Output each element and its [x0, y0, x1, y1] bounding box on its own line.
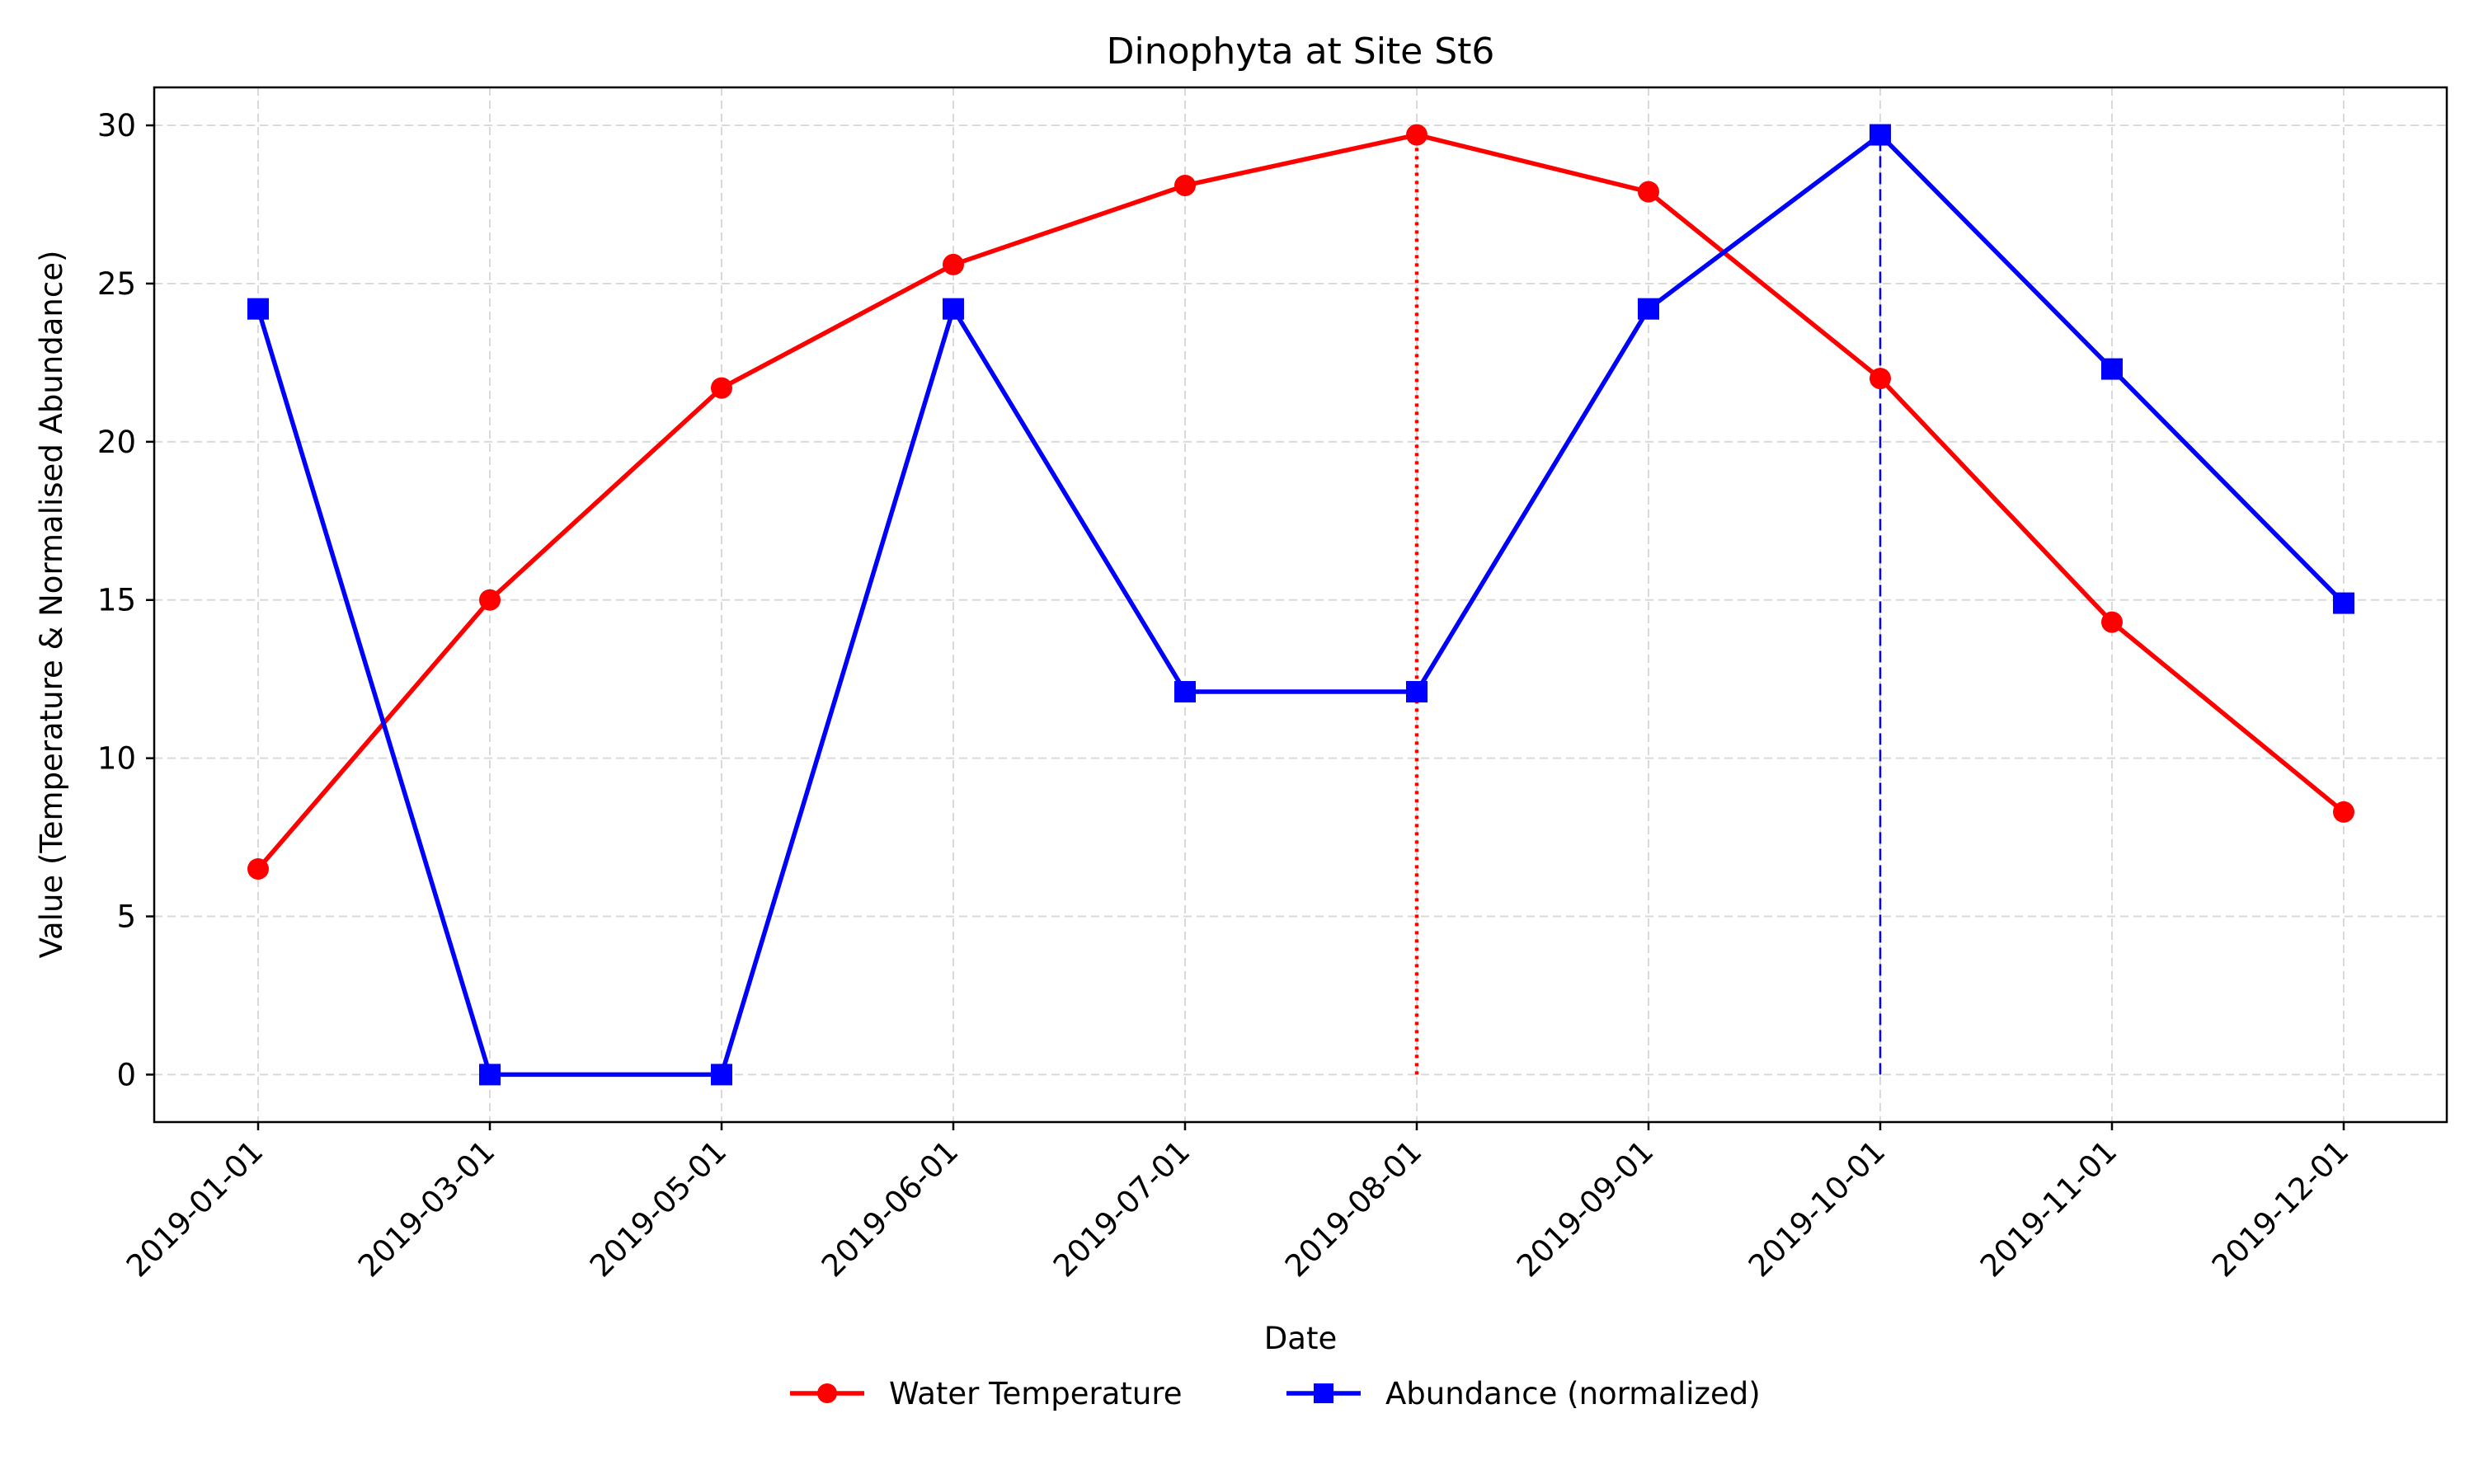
- y-tick-label-15: 15: [97, 583, 136, 618]
- data-point-water-temperature-2019-08-01: [1406, 124, 1427, 146]
- legend-marker-abundance-normalized: [1314, 1383, 1333, 1403]
- series-water-temperature: [247, 124, 2354, 880]
- data-point-water-temperature-2019-12-01: [2333, 801, 2354, 823]
- chart-title: Dinophyta at Site St6: [1107, 31, 1495, 73]
- data-point-water-temperature-2019-07-01: [1174, 174, 1196, 196]
- legend-item-abundance-normalized: Abundance (normalized): [1286, 1376, 1761, 1411]
- legend-marker-water-temperature: [817, 1383, 837, 1403]
- data-point-water-temperature-2019-06-01: [943, 253, 964, 275]
- legend-label-abundance-normalized: Abundance (normalized): [1385, 1376, 1761, 1411]
- y-tick-label-25: 25: [97, 266, 136, 302]
- data-point-water-temperature-2019-05-01: [711, 377, 732, 399]
- data-point-water-temperature-2019-09-01: [1638, 181, 1659, 203]
- data-point-abundance-normalized-2019-12-01: [2333, 592, 2354, 614]
- data-point-water-temperature-2019-01-01: [247, 857, 269, 880]
- y-tick-label-10: 10: [97, 741, 136, 777]
- data-point-abundance-normalized-2019-07-01: [1174, 681, 1196, 703]
- data-point-abundance-normalized-2019-10-01: [1870, 124, 1891, 146]
- data-point-water-temperature-2019-11-01: [2101, 611, 2123, 633]
- plot-area-frame: [153, 86, 2448, 1124]
- data-point-abundance-normalized-2019-03-01: [479, 1064, 501, 1086]
- legend: Water Temperature Abundance (normalized): [790, 1376, 1761, 1411]
- series-layer: [247, 124, 2354, 1086]
- y-tick-label-20: 20: [97, 425, 136, 460]
- data-point-abundance-normalized-2019-09-01: [1638, 298, 1659, 320]
- y-axis-label: Value (Temperature & Normalised Abundanc…: [34, 251, 69, 959]
- legend-item-water-temperature: Water Temperature: [790, 1376, 1183, 1411]
- series-abundance-normalized: [247, 124, 2354, 1086]
- x-axis-label: Date: [1264, 1321, 1337, 1356]
- y-tick-label-30: 30: [97, 108, 136, 143]
- data-point-water-temperature-2019-03-01: [479, 589, 501, 611]
- series-line-water-temperature: [256, 132, 2346, 871]
- y-tick-label-5: 5: [116, 899, 136, 935]
- data-point-abundance-normalized-2019-06-01: [943, 298, 964, 320]
- data-point-abundance-normalized-2019-05-01: [711, 1064, 732, 1086]
- y-axis: 0 5 10 15 20 25 30: [97, 108, 154, 1092]
- data-point-abundance-normalized-2019-08-01: [1406, 681, 1427, 703]
- data-point-water-temperature-2019-10-01: [1870, 368, 1891, 390]
- reference-lines: [1414, 134, 1882, 1075]
- y-tick-label-0: 0: [116, 1057, 136, 1092]
- legend-label-water-temperature: Water Temperature: [889, 1376, 1183, 1411]
- data-point-abundance-normalized-2019-01-01: [247, 298, 269, 320]
- data-point-abundance-normalized-2019-11-01: [2101, 358, 2123, 380]
- series-line-abundance-normalized: [256, 132, 2346, 1078]
